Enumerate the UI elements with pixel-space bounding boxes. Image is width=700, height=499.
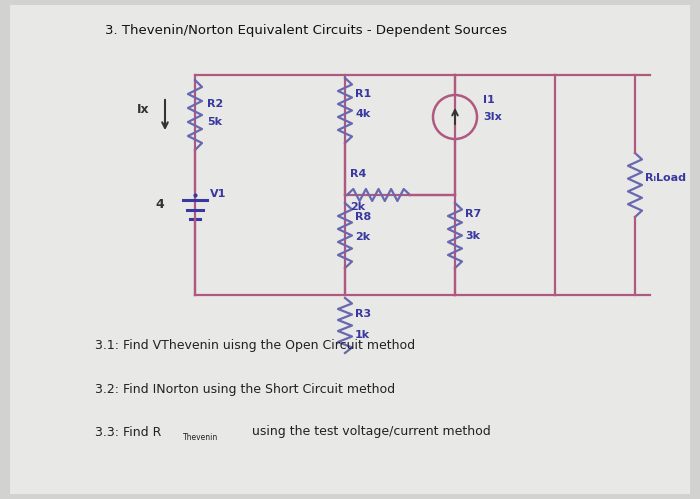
Text: 2k: 2k [355,232,370,242]
Text: R4: R4 [350,169,366,179]
Text: R7: R7 [465,209,482,219]
Text: R2: R2 [207,99,223,109]
Text: 4: 4 [155,198,164,211]
Text: 3.3: Find R: 3.3: Find R [95,426,162,439]
Text: using the test voltage/current method: using the test voltage/current method [248,426,491,439]
Text: 5k: 5k [207,117,222,127]
Text: R1: R1 [355,89,371,99]
Text: 1k: 1k [355,330,370,340]
Text: 3Ix: 3Ix [483,112,502,122]
Text: R8: R8 [355,212,371,222]
Text: R3: R3 [355,309,371,319]
Text: V1: V1 [210,189,226,199]
Text: RₗLoad: RₗLoad [645,173,686,183]
Text: 3.2: Find INorton using the Short Circuit method: 3.2: Find INorton using the Short Circui… [95,384,395,397]
Text: 3. Thevenin/Norton Equivalent Circuits - Dependent Sources: 3. Thevenin/Norton Equivalent Circuits -… [105,23,507,36]
Text: 3k: 3k [465,231,480,241]
Text: I1: I1 [483,95,495,105]
Text: 2k: 2k [350,202,365,212]
FancyBboxPatch shape [10,5,690,494]
Text: 4k: 4k [355,109,370,119]
Text: Ix: Ix [137,103,150,116]
Text: Thevenin: Thevenin [183,433,218,442]
Text: 3.1: Find VThevenin uisng the Open Circuit method: 3.1: Find VThevenin uisng the Open Circu… [95,338,415,351]
